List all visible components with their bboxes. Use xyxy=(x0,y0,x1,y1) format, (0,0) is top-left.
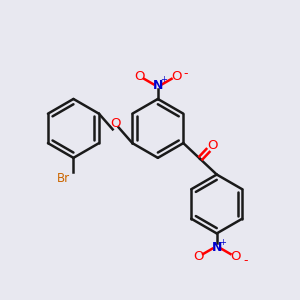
Text: N: N xyxy=(212,241,222,254)
Text: O: O xyxy=(110,117,121,130)
Text: O: O xyxy=(171,70,182,83)
Text: O: O xyxy=(207,140,217,152)
Text: O: O xyxy=(193,250,203,263)
Text: O: O xyxy=(134,70,145,83)
Text: Br: Br xyxy=(56,172,70,184)
Text: O: O xyxy=(230,250,241,263)
Text: -: - xyxy=(183,67,188,80)
Text: +: + xyxy=(160,75,167,84)
Text: N: N xyxy=(153,79,163,92)
Text: +: + xyxy=(219,238,226,247)
Text: -: - xyxy=(243,254,248,267)
